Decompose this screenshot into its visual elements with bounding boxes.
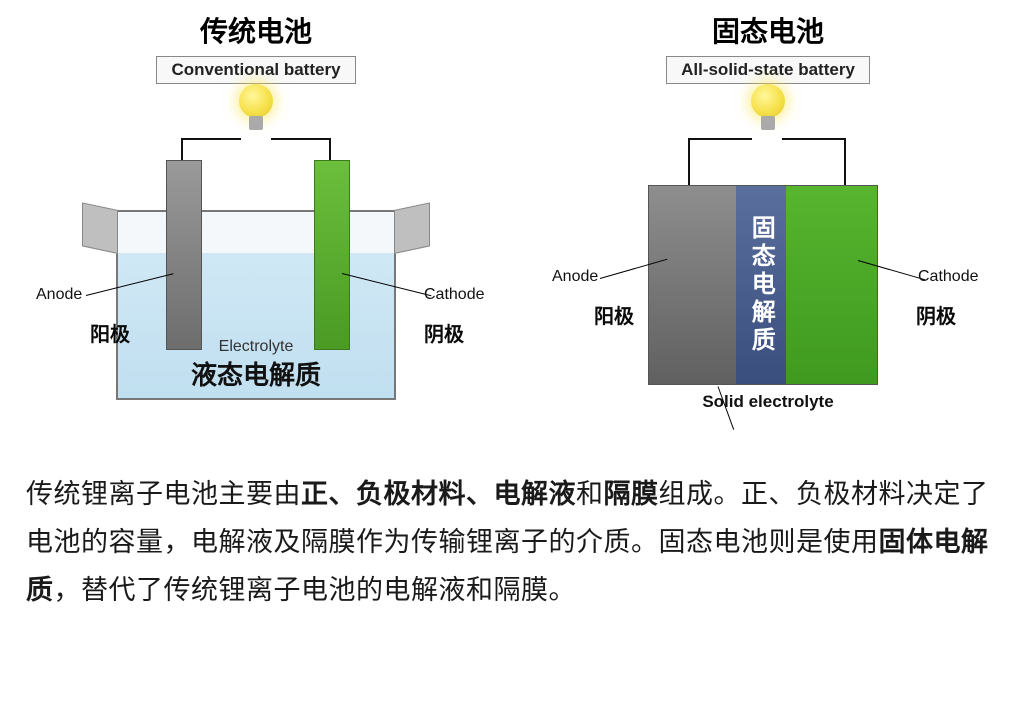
wire bbox=[688, 138, 752, 140]
lightbulb-icon bbox=[238, 84, 274, 138]
desc-bold: 正、负极材料、电解液 bbox=[301, 479, 576, 509]
container-lip bbox=[82, 202, 118, 254]
wire bbox=[329, 138, 331, 162]
electrolyte-label-en: Electrolyte bbox=[118, 338, 394, 356]
solid-cathode-label-cn: 阴极 bbox=[916, 300, 956, 329]
conventional-title-cn: 传统电池 bbox=[26, 10, 486, 50]
description-paragraph: 传统锂离子电池主要由正、负极材料、电解液和隔膜组成。正、负极材料决定了电池的容量… bbox=[26, 470, 998, 614]
desc-seg: ，替代了传统锂离子电池的电解液和隔膜。 bbox=[54, 575, 577, 605]
solid-battery-body: 固态电解质 bbox=[648, 185, 878, 385]
conventional-battery-panel: 传统电池 Conventional battery Electrolyte 液态… bbox=[26, 10, 486, 450]
cathode-electrode bbox=[314, 160, 350, 350]
anode-electrode bbox=[166, 160, 202, 350]
electrolyte-label-cn: 液态电解质 bbox=[118, 355, 394, 392]
liquid-container: Electrolyte 液态电解质 bbox=[116, 210, 396, 400]
solid-electrolyte-segment: 固态电解质 bbox=[736, 186, 786, 384]
solid-state-battery-panel: 固态电池 All-solid-state battery 固态电解质 Anode… bbox=[538, 10, 998, 450]
anode-label-en: Anode bbox=[36, 286, 82, 304]
wire bbox=[688, 138, 690, 186]
wire bbox=[181, 138, 241, 140]
wire bbox=[271, 138, 331, 140]
solid-anode-segment bbox=[649, 186, 736, 384]
container-lip bbox=[394, 202, 430, 254]
desc-bold: 隔膜 bbox=[604, 479, 659, 509]
conventional-title-en: Conventional battery bbox=[156, 56, 355, 84]
desc-seg: 传统锂离子电池主要由 bbox=[26, 479, 301, 509]
solid-anode-label-en: Anode bbox=[552, 268, 598, 286]
wire bbox=[782, 138, 846, 140]
solid-cathode-label-en: Cathode bbox=[918, 268, 979, 286]
anode-label-cn: 阳极 bbox=[90, 318, 130, 347]
cathode-label-en: Cathode bbox=[424, 286, 485, 304]
solid-electrolyte-vertical-text: 固态电解质 bbox=[743, 215, 778, 355]
solid-anode-label-cn: 阳极 bbox=[594, 300, 634, 329]
solid-electrolyte-caption-en: Solid electrolyte bbox=[538, 392, 998, 412]
lightbulb-icon bbox=[750, 84, 786, 138]
solid-cathode-segment bbox=[786, 186, 877, 384]
solid-title-cn: 固态电池 bbox=[538, 10, 998, 50]
wire bbox=[181, 138, 183, 162]
wire bbox=[844, 138, 846, 186]
solid-title-en: All-solid-state battery bbox=[666, 56, 870, 84]
desc-seg: 和 bbox=[576, 479, 604, 509]
cathode-label-cn: 阴极 bbox=[424, 318, 464, 347]
diagram-area: 传统电池 Conventional battery Electrolyte 液态… bbox=[0, 0, 1024, 450]
